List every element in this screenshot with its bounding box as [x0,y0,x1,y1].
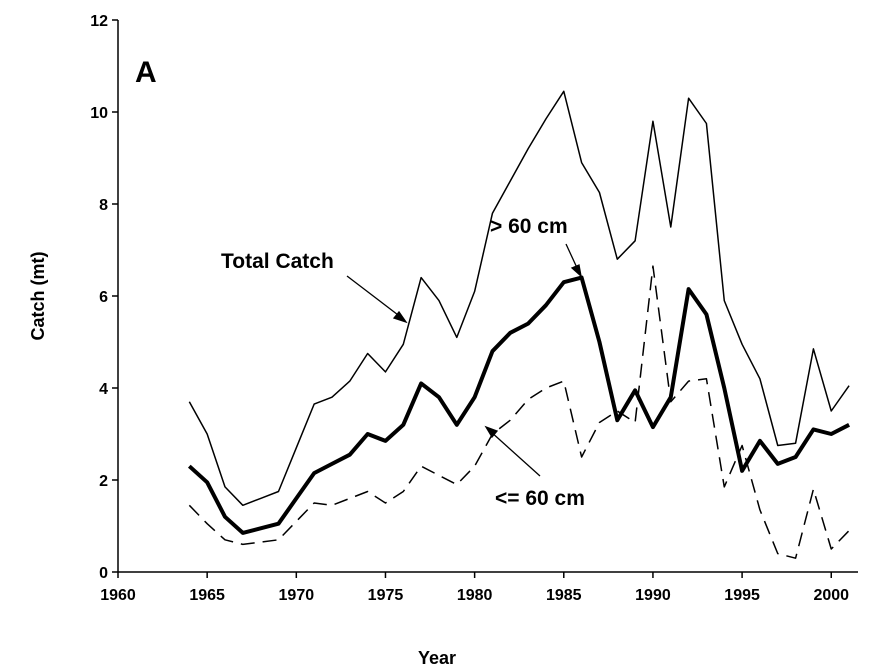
arrow-head [484,425,499,439]
series-annotation: Total Catch [221,250,334,273]
x-tick-label: 1980 [457,587,493,604]
x-tick-label: 2000 [813,587,849,604]
annotation-arrows [346,243,582,477]
series-line [188,265,850,559]
y-tick-label: 2 [99,473,108,490]
x-tick-label: 1990 [635,587,671,604]
y-axis-title: Catch (mt) [28,251,48,340]
y-tick-label: 0 [99,565,108,582]
series-line [188,90,850,507]
arrow-line [346,275,403,319]
x-tick-label: 1975 [368,587,404,604]
series-annotation: <= 60 cm [495,487,585,510]
y-tick-label: 4 [99,381,108,398]
series-line [187,275,851,535]
y-tick-label: 12 [90,13,108,30]
x-tick-label: 1985 [546,587,582,604]
arrow-line [489,430,541,477]
y-tick-label: 10 [90,105,108,122]
x-tick-label: 1995 [724,587,760,604]
x-tick-label: 1960 [100,587,136,604]
panel-label: A [135,56,157,89]
x-tick-label: 1970 [279,587,315,604]
y-tick-label: 8 [99,197,108,214]
arrow-head [392,310,408,324]
series-annotation: > 60 cm [490,215,568,238]
x-axis-title: Year [418,648,456,668]
y-tick-label: 6 [99,289,108,306]
x-tick-label: 1965 [189,587,225,604]
arrow-head [570,264,582,278]
